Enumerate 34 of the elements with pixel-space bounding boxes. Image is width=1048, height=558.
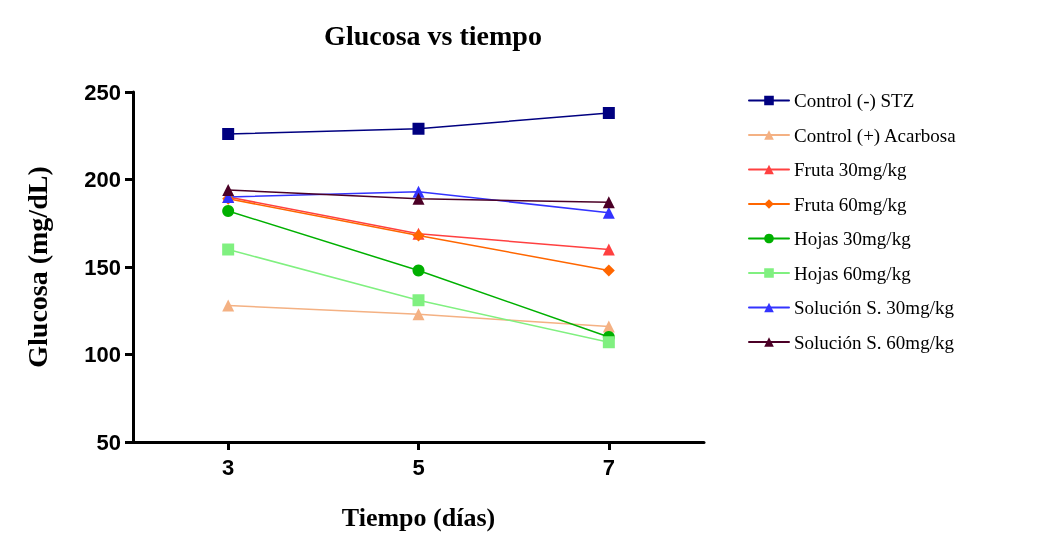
point [412, 264, 425, 277]
x-tick-label: 7 [602, 454, 615, 480]
legend-label: Fruta 30mg/kg [794, 159, 907, 180]
y-tick-label: 100 [84, 342, 121, 367]
y-axis-title: Glucosa (mg/dL) [21, 166, 53, 368]
point [412, 192, 425, 205]
legend-label: Hojas 30mg/kg [794, 228, 912, 249]
y-tick-label: 150 [84, 254, 121, 280]
legend-label: Hojas 60mg/kg [794, 262, 912, 284]
point [222, 184, 235, 196]
legend-label: Control (+) Acarbosa [794, 124, 957, 147]
point [222, 205, 235, 217]
x-tick-label: 3 [222, 454, 235, 480]
legend-label: Fruta 60mg/kg [794, 193, 907, 215]
point [412, 122, 425, 135]
point [222, 128, 235, 140]
y-tick-label: 250 [84, 79, 121, 105]
point [602, 196, 615, 209]
point [222, 299, 235, 312]
point [412, 294, 425, 307]
point [602, 107, 615, 119]
point [602, 243, 615, 256]
y-tick-label: 50 [96, 429, 121, 455]
point [222, 243, 235, 256]
chart-title: Glucosa vs tiempo [324, 19, 542, 51]
legend-label: Solución S. 30mg/kg [794, 297, 955, 318]
legend-label: Control (-) STZ [794, 90, 915, 112]
y-tick-label: 200 [84, 167, 121, 192]
legend-label: Solución S. 60mg/kg [794, 331, 955, 353]
point [602, 336, 615, 349]
x-tick-label: 5 [412, 454, 425, 480]
point [412, 308, 425, 321]
point [602, 264, 615, 277]
x-axis-title: Tiempo (días) [341, 502, 496, 532]
